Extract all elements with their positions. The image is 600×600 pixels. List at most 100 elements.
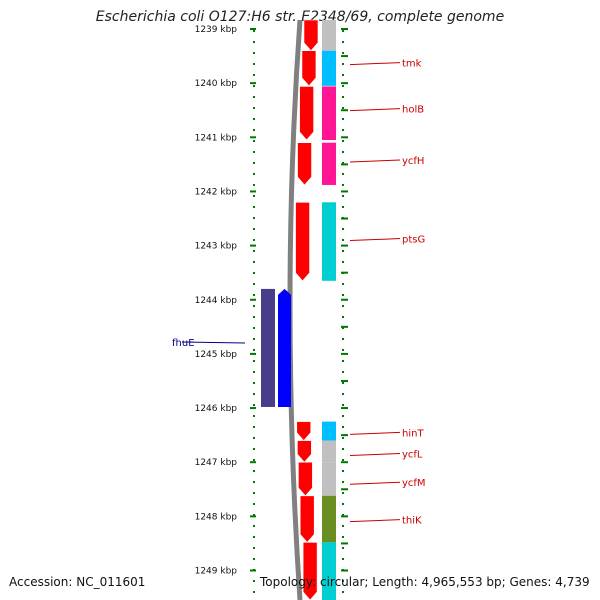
gene-cog-bar[interactable]	[322, 142, 336, 185]
guide-dot	[253, 217, 255, 219]
guide-dot	[253, 272, 255, 274]
gene-arrow[interactable]	[295, 201, 310, 282]
kbp-tick-right	[341, 136, 348, 139]
gene-arrow[interactable]	[278, 288, 291, 407]
gene-label[interactable]: thiK	[402, 516, 422, 527]
guide-dot	[342, 294, 344, 296]
gene-arrow[interactable]	[301, 50, 317, 87]
kbp-tick-right	[341, 82, 348, 85]
kbp-tick-left	[250, 352, 256, 355]
guide-dot	[342, 85, 344, 87]
kbp-tick-label: 1247 kbp	[195, 458, 238, 468]
gene-label[interactable]: holB	[402, 105, 424, 116]
guide-dot	[342, 426, 344, 428]
gene-arrow[interactable]	[299, 86, 314, 141]
guide-dot	[342, 272, 344, 274]
guide-dot	[253, 261, 255, 263]
guide-dot	[253, 569, 255, 571]
guide-dot	[253, 96, 255, 98]
kbp-tick-label: 1245 kbp	[195, 350, 238, 360]
guide-dot	[342, 184, 344, 186]
gene-cog-bar[interactable]	[322, 440, 336, 463]
gene-label[interactable]: ycfM	[402, 478, 426, 489]
guide-dot	[342, 360, 344, 362]
gene-label-line	[349, 481, 401, 485]
guide-dot	[253, 30, 255, 32]
guide-dot	[253, 371, 255, 373]
gene-cog-bar[interactable]	[322, 421, 336, 441]
gene-label[interactable]: fhuE	[172, 338, 195, 349]
guide-dot	[342, 514, 344, 516]
gene-label-line	[349, 159, 401, 163]
kbp-tick-right	[341, 298, 348, 301]
kbp-ruler: 1239 kbp 1240 kbp 1241 kbp 1242 kbp 1243 kbp…	[195, 25, 348, 577]
gene-label[interactable]: ycfL	[402, 450, 423, 461]
guide-dot	[342, 492, 344, 494]
guide-dot	[253, 426, 255, 428]
gene-arrow[interactable]	[297, 440, 312, 463]
kbp-tick-left	[250, 28, 256, 30]
guide-dot	[342, 151, 344, 153]
gene-label[interactable]: tmk	[402, 59, 422, 70]
guide-dot	[342, 459, 344, 461]
gene-cog-bar[interactable]	[322, 462, 336, 496]
gene-label[interactable]: ptsG	[402, 235, 425, 246]
gene-label[interactable]: hinT	[402, 428, 424, 439]
guide-dot	[342, 129, 344, 131]
gene-arrow[interactable]	[303, 19, 319, 52]
gene-label-line	[349, 453, 401, 457]
gene-arrow[interactable]	[299, 495, 315, 543]
kbp-tick-left	[250, 461, 256, 464]
gene-cog-bar[interactable]	[322, 202, 336, 281]
guide-dot	[342, 162, 344, 164]
guide-dot	[342, 371, 344, 373]
guide-dot	[253, 85, 255, 87]
guide-dot	[253, 107, 255, 109]
guide-dot	[253, 63, 255, 65]
gene-cog-bar[interactable]	[322, 20, 336, 51]
guide-dot	[342, 470, 344, 472]
gene-label[interactable]: ycfH	[402, 156, 424, 167]
kbp-tick-right	[341, 352, 348, 355]
guide-dot	[342, 437, 344, 439]
gene-arrow[interactable]	[296, 421, 312, 441]
gene-cog-bar[interactable]	[322, 495, 336, 543]
kbp-tick-right	[341, 190, 348, 193]
guide-dot	[342, 448, 344, 450]
kbp-tick-right	[341, 407, 348, 410]
guide-dot	[342, 283, 344, 285]
guide-dot	[253, 580, 255, 582]
gene-cog-bar[interactable]	[322, 542, 336, 600]
guide-dot	[342, 74, 344, 76]
kbp-minor-tick	[341, 271, 348, 274]
guide-dot	[342, 404, 344, 406]
kbp-minor-tick	[341, 542, 348, 545]
kbp-tick-right	[341, 569, 348, 572]
gene-arrow[interactable]	[297, 142, 312, 186]
gene-cog-bar[interactable]	[322, 50, 336, 86]
guide-dot	[342, 250, 344, 252]
accession-label: Accession: NC_011601	[9, 575, 146, 589]
guide-dot	[342, 239, 344, 241]
guide-dot	[253, 195, 255, 197]
guide-dot	[253, 283, 255, 285]
guide-dot	[342, 52, 344, 54]
kbp-tick-label: 1244 kbp	[195, 296, 238, 306]
gene-arrow[interactable]	[298, 461, 313, 497]
gene-tracks	[261, 19, 336, 600]
gene-arrow[interactable]	[302, 542, 318, 600]
guide-dot	[342, 591, 344, 593]
kbp-minor-tick	[341, 163, 348, 166]
guide-dot	[342, 30, 344, 32]
guide-dot	[342, 63, 344, 65]
kbp-tick-label: 1246 kbp	[195, 404, 238, 414]
genome-title: Escherichia coli O127:H6 str. E2348/69, …	[95, 9, 505, 25]
gene-cog-bar[interactable]	[322, 86, 336, 141]
kbp-tick-label: 1241 kbp	[195, 133, 238, 143]
gene-cog-bar[interactable]	[261, 288, 275, 407]
guide-dot	[342, 305, 344, 307]
guide-dot	[253, 173, 255, 175]
guide-dot	[342, 382, 344, 384]
kbp-tick-label: 1242 kbp	[195, 187, 238, 197]
